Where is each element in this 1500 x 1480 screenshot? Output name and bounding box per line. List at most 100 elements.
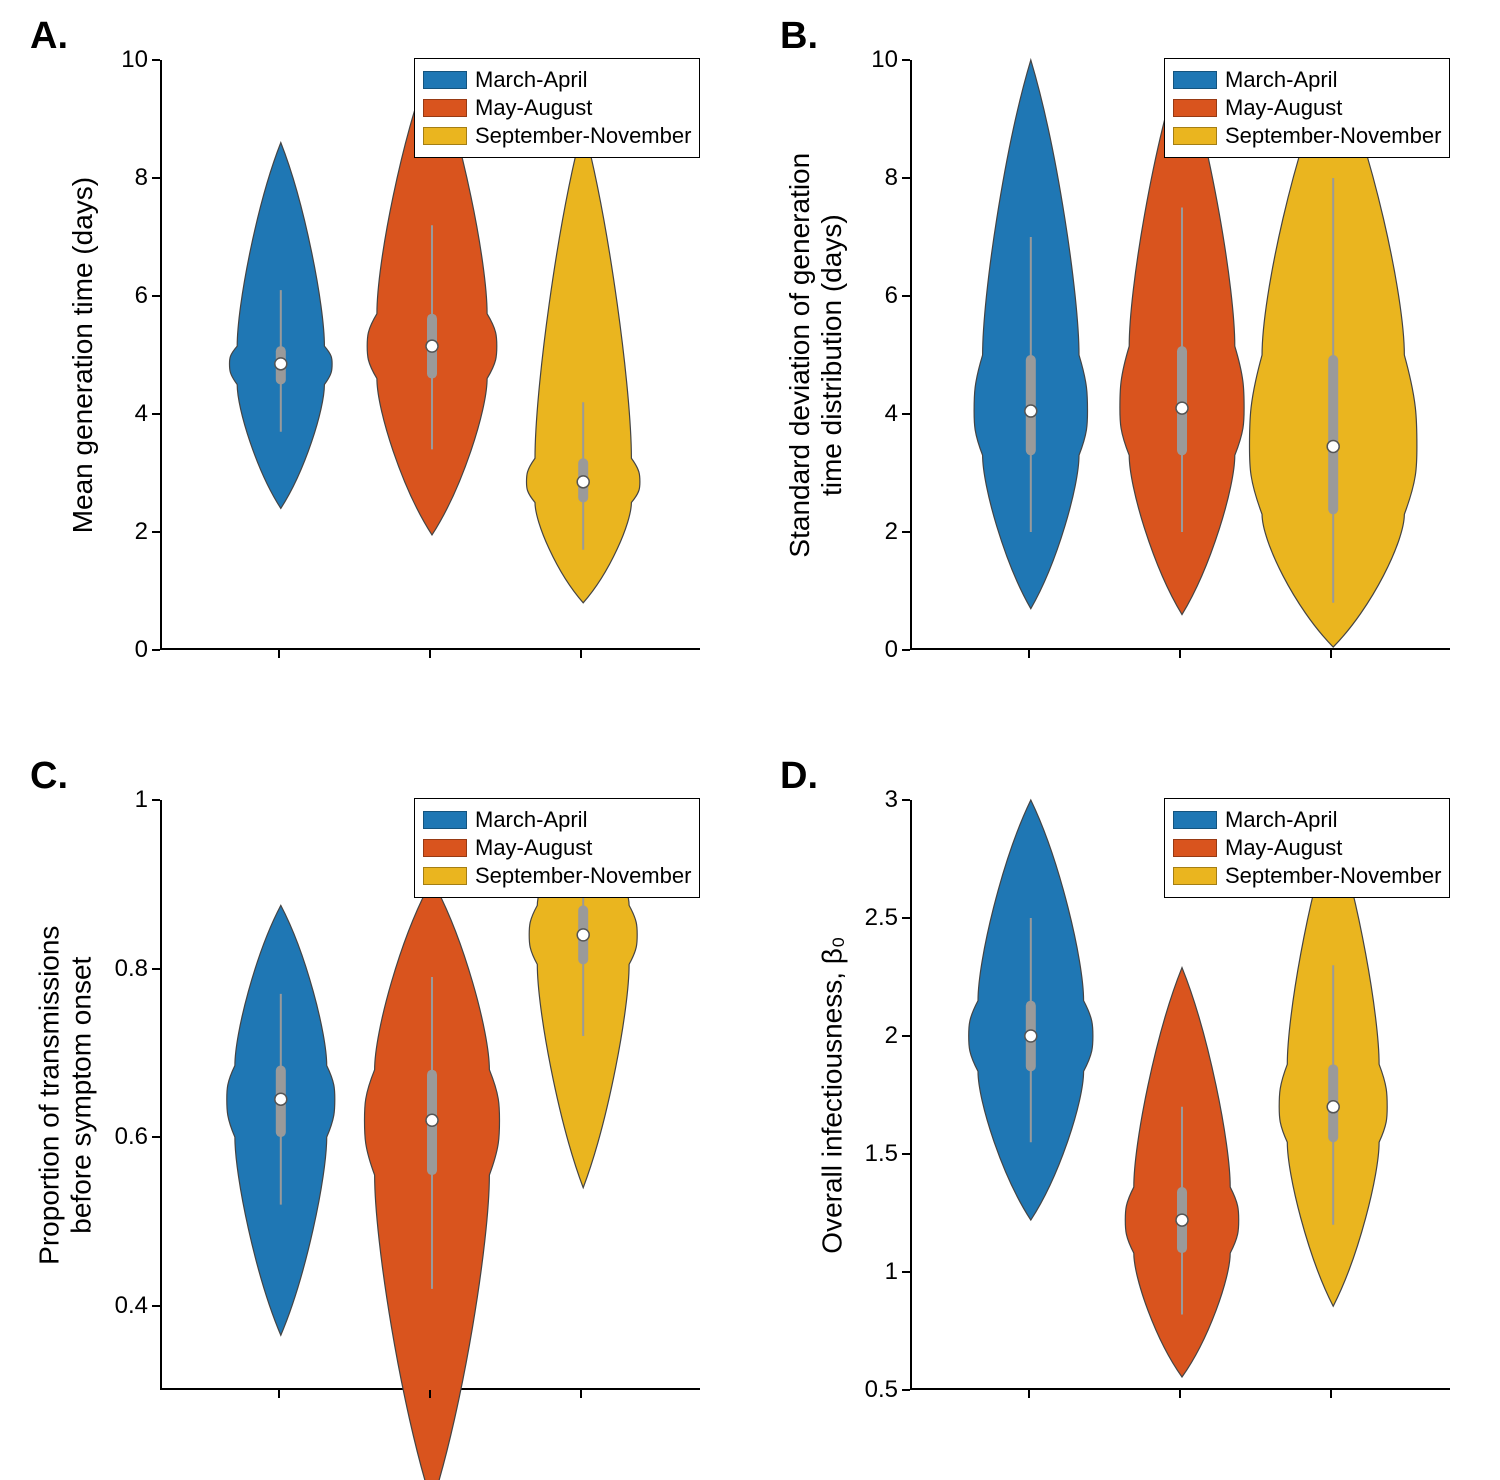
ytick-label: 8 xyxy=(100,164,148,192)
ylabel-line: Proportion of transmissions xyxy=(34,925,65,1264)
ylabel-wrap-A: Mean generation time (days) xyxy=(66,60,100,650)
ytick-label: 1 xyxy=(850,1258,898,1286)
legend-swatch xyxy=(423,71,467,89)
ylabel-wrap-D: Overall infectiousness, β₀ xyxy=(816,800,850,1390)
legend-swatch xyxy=(423,127,467,145)
ytick-label: 1 xyxy=(100,786,148,814)
xtick-mark xyxy=(1179,650,1181,658)
ytick-mark xyxy=(152,295,160,297)
legend-swatch xyxy=(1173,867,1217,885)
ytick-mark xyxy=(152,413,160,415)
ytick-mark xyxy=(902,799,910,801)
panel-label-D: D. xyxy=(780,755,818,798)
panel-A: A. 0 2 4 6 8 10 Mean generation time (days) Marc… xyxy=(0,0,750,740)
ytick-label: 6 xyxy=(100,282,148,310)
ytick-label: 0.8 xyxy=(100,955,148,983)
ylabel-C: Proportion of transmissionsbefore sympto… xyxy=(34,925,98,1264)
ylabel-line: time distribution (days) xyxy=(816,214,847,496)
legend-label: March-April xyxy=(475,67,587,93)
ytick-mark xyxy=(152,799,160,801)
ytick-label: 8 xyxy=(850,164,898,192)
ytick-label: 0 xyxy=(850,636,898,664)
median-dot-1 xyxy=(1176,1214,1188,1226)
median-dot-0 xyxy=(1025,405,1037,417)
ytick-mark xyxy=(152,1136,160,1138)
xtick-mark xyxy=(429,650,431,658)
ytick-mark xyxy=(902,1153,910,1155)
legend-swatch xyxy=(423,99,467,117)
legend-row: March-April xyxy=(1173,67,1441,93)
legend-label: May-August xyxy=(1225,95,1342,121)
iqr-box-2 xyxy=(1328,355,1338,514)
ytick-mark xyxy=(152,59,160,61)
legend-label: September-November xyxy=(475,123,691,149)
ytick-mark xyxy=(902,177,910,179)
ytick-mark xyxy=(902,531,910,533)
median-dot-0 xyxy=(275,358,287,370)
ytick-mark xyxy=(902,1389,910,1391)
xtick-mark xyxy=(1330,1390,1332,1398)
ytick-mark xyxy=(902,917,910,919)
median-dot-2 xyxy=(1327,440,1339,452)
ylabel-line: Mean generation time (days) xyxy=(67,177,98,533)
ytick-label: 0.6 xyxy=(100,1123,148,1151)
figure-grid: A.0246810Mean generation time (days)Marc… xyxy=(0,0,1500,1480)
ytick-label: 1.5 xyxy=(850,1140,898,1168)
ytick-label: 10 xyxy=(100,46,148,74)
xtick-mark xyxy=(429,1390,431,1398)
ylabel-A: Mean generation time (days) xyxy=(67,177,99,533)
legend-row: March-April xyxy=(423,67,691,93)
panel-label-A: A. xyxy=(30,15,68,58)
legend-label: May-August xyxy=(475,95,592,121)
legend-swatch xyxy=(1173,71,1217,89)
median-dot-2 xyxy=(577,476,589,488)
ytick-label: 6 xyxy=(850,282,898,310)
ytick-mark xyxy=(902,413,910,415)
xtick-mark xyxy=(1028,1390,1030,1398)
xtick-mark xyxy=(1330,650,1332,658)
ytick-label: 0.4 xyxy=(100,1292,148,1320)
legend-row: September-November xyxy=(423,863,691,889)
legend-row: March-April xyxy=(1173,807,1441,833)
ytick-mark xyxy=(902,649,910,651)
legend-label: March-April xyxy=(1225,807,1337,833)
ytick-mark xyxy=(152,649,160,651)
ytick-mark xyxy=(902,1035,910,1037)
ytick-label: 0 xyxy=(100,636,148,664)
legend-row: September-November xyxy=(1173,123,1441,149)
legend-B: March-AprilMay-AugustSeptember-November xyxy=(1164,58,1450,158)
median-dot-1 xyxy=(426,340,438,352)
legend-label: March-April xyxy=(1225,67,1337,93)
legend-label: May-August xyxy=(1225,835,1342,861)
legend-row: May-August xyxy=(423,95,691,121)
ytick-label: 2 xyxy=(100,518,148,546)
legend-swatch xyxy=(1173,99,1217,117)
ytick-label: 4 xyxy=(100,400,148,428)
legend-swatch xyxy=(423,839,467,857)
legend-A: March-AprilMay-AugustSeptember-November xyxy=(414,58,700,158)
legend-swatch xyxy=(1173,839,1217,857)
legend-row: September-November xyxy=(423,123,691,149)
legend-label: September-November xyxy=(475,863,691,889)
median-dot-1 xyxy=(1176,402,1188,414)
legend-C: March-AprilMay-AugustSeptember-November xyxy=(414,798,700,898)
ytick-label: 3 xyxy=(850,786,898,814)
ytick-mark xyxy=(902,1271,910,1273)
ytick-mark xyxy=(902,59,910,61)
xtick-mark xyxy=(278,650,280,658)
panel-B: B.0246810Standard deviation of generatio… xyxy=(750,0,1500,740)
legend-swatch xyxy=(1173,127,1217,145)
ytick-mark xyxy=(152,1305,160,1307)
ylabel-D: Overall infectiousness, β₀ xyxy=(817,936,849,1253)
xtick-mark xyxy=(580,650,582,658)
ytick-label: 2.5 xyxy=(850,904,898,932)
ytick-mark xyxy=(902,295,910,297)
ytick-mark xyxy=(152,968,160,970)
legend-swatch xyxy=(423,867,467,885)
median-dot-2 xyxy=(577,929,589,941)
ytick-label: 0.5 xyxy=(850,1376,898,1404)
ytick-label: 10 xyxy=(850,46,898,74)
legend-D: March-AprilMay-AugustSeptember-November xyxy=(1164,798,1450,898)
ylabel-line: Standard deviation of generation xyxy=(784,153,815,558)
legend-row: March-April xyxy=(423,807,691,833)
